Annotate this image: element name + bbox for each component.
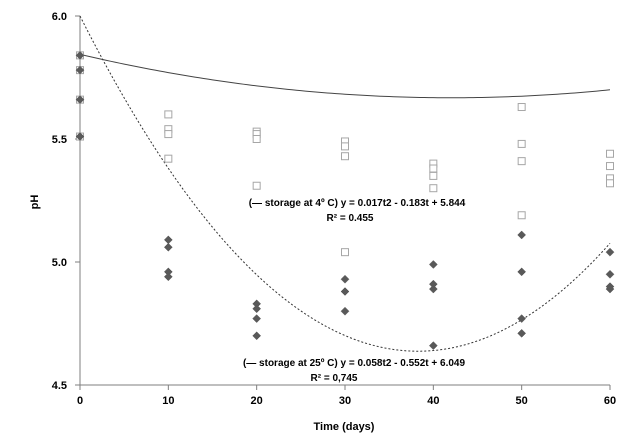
x-tick-label: 0 (77, 395, 83, 407)
point-25c (252, 331, 262, 341)
x-tick-label: 30 (339, 395, 351, 407)
point-25c (605, 284, 615, 294)
point-4c (429, 164, 438, 173)
point-4c (429, 184, 438, 193)
point-4c (341, 248, 349, 257)
trendline-4c-r2: R² = 0.455 (327, 213, 374, 224)
point-4c (164, 110, 173, 119)
point-4c (606, 179, 614, 188)
point-25c (428, 260, 438, 269)
trendline-25c-equation: (— storage at 25º C) y = 0.058t2 - 0.552… (243, 358, 466, 369)
axes-group: 0 10 20 30 40 50 60 4.5 5.0 5.5 6.0 (52, 11, 616, 407)
point-4c (517, 103, 526, 112)
x-tick-label: 20 (251, 395, 263, 407)
point-4c (252, 135, 261, 143)
x-tick-label: 40 (427, 395, 439, 407)
series-4c-points (76, 51, 614, 257)
point-4c (341, 142, 349, 151)
point-4c (164, 154, 173, 163)
point-25c (75, 51, 85, 60)
point-25c (428, 341, 438, 350)
y-tick-label: 5.5 (52, 134, 67, 146)
point-4c (341, 152, 349, 161)
point-25c (517, 314, 527, 323)
point-4c (429, 171, 438, 180)
point-25c (252, 304, 262, 314)
point-25c (75, 95, 85, 104)
y-axis-label: pH (29, 195, 41, 210)
point-25c (517, 267, 527, 277)
x-axis-label: Time (days) (314, 421, 375, 433)
x-tick-label: 10 (162, 395, 174, 407)
point-25c (252, 314, 262, 323)
point-4c (517, 139, 526, 148)
point-25c (163, 242, 173, 252)
point-25c (75, 65, 85, 75)
y-tick-label: 4.5 (52, 380, 67, 392)
point-25c (340, 306, 350, 316)
x-tick-label: 60 (604, 395, 616, 407)
point-25c (517, 328, 527, 338)
point-25c (75, 132, 85, 141)
trendline-4c-equation: (— storage at 4º C) y = 0.017t2 - 0.183t… (249, 198, 466, 209)
y-tick-label: 6.0 (52, 11, 67, 23)
point-25c (605, 269, 615, 279)
point-25c (163, 272, 173, 282)
x-tick-label: 50 (516, 395, 528, 407)
point-4c (164, 130, 173, 139)
point-25c (605, 247, 615, 257)
point-25c (517, 230, 527, 240)
y-tick-label: 5.0 (52, 257, 67, 269)
point-4c (606, 162, 614, 171)
point-25c (163, 235, 173, 245)
point-4c (517, 211, 526, 220)
trendline-25c-r2: R² = 0,745 (311, 373, 358, 384)
trendlines-group (79, 15, 611, 352)
point-25c (340, 287, 350, 296)
trendline-25c (79, 15, 611, 352)
point-4c (517, 157, 526, 166)
point-4c (606, 149, 614, 158)
trendline-4c (79, 53, 611, 99)
point-25c (428, 284, 438, 294)
point-25c (340, 274, 350, 284)
point-4c (252, 181, 261, 190)
series-25c-points (75, 51, 615, 350)
